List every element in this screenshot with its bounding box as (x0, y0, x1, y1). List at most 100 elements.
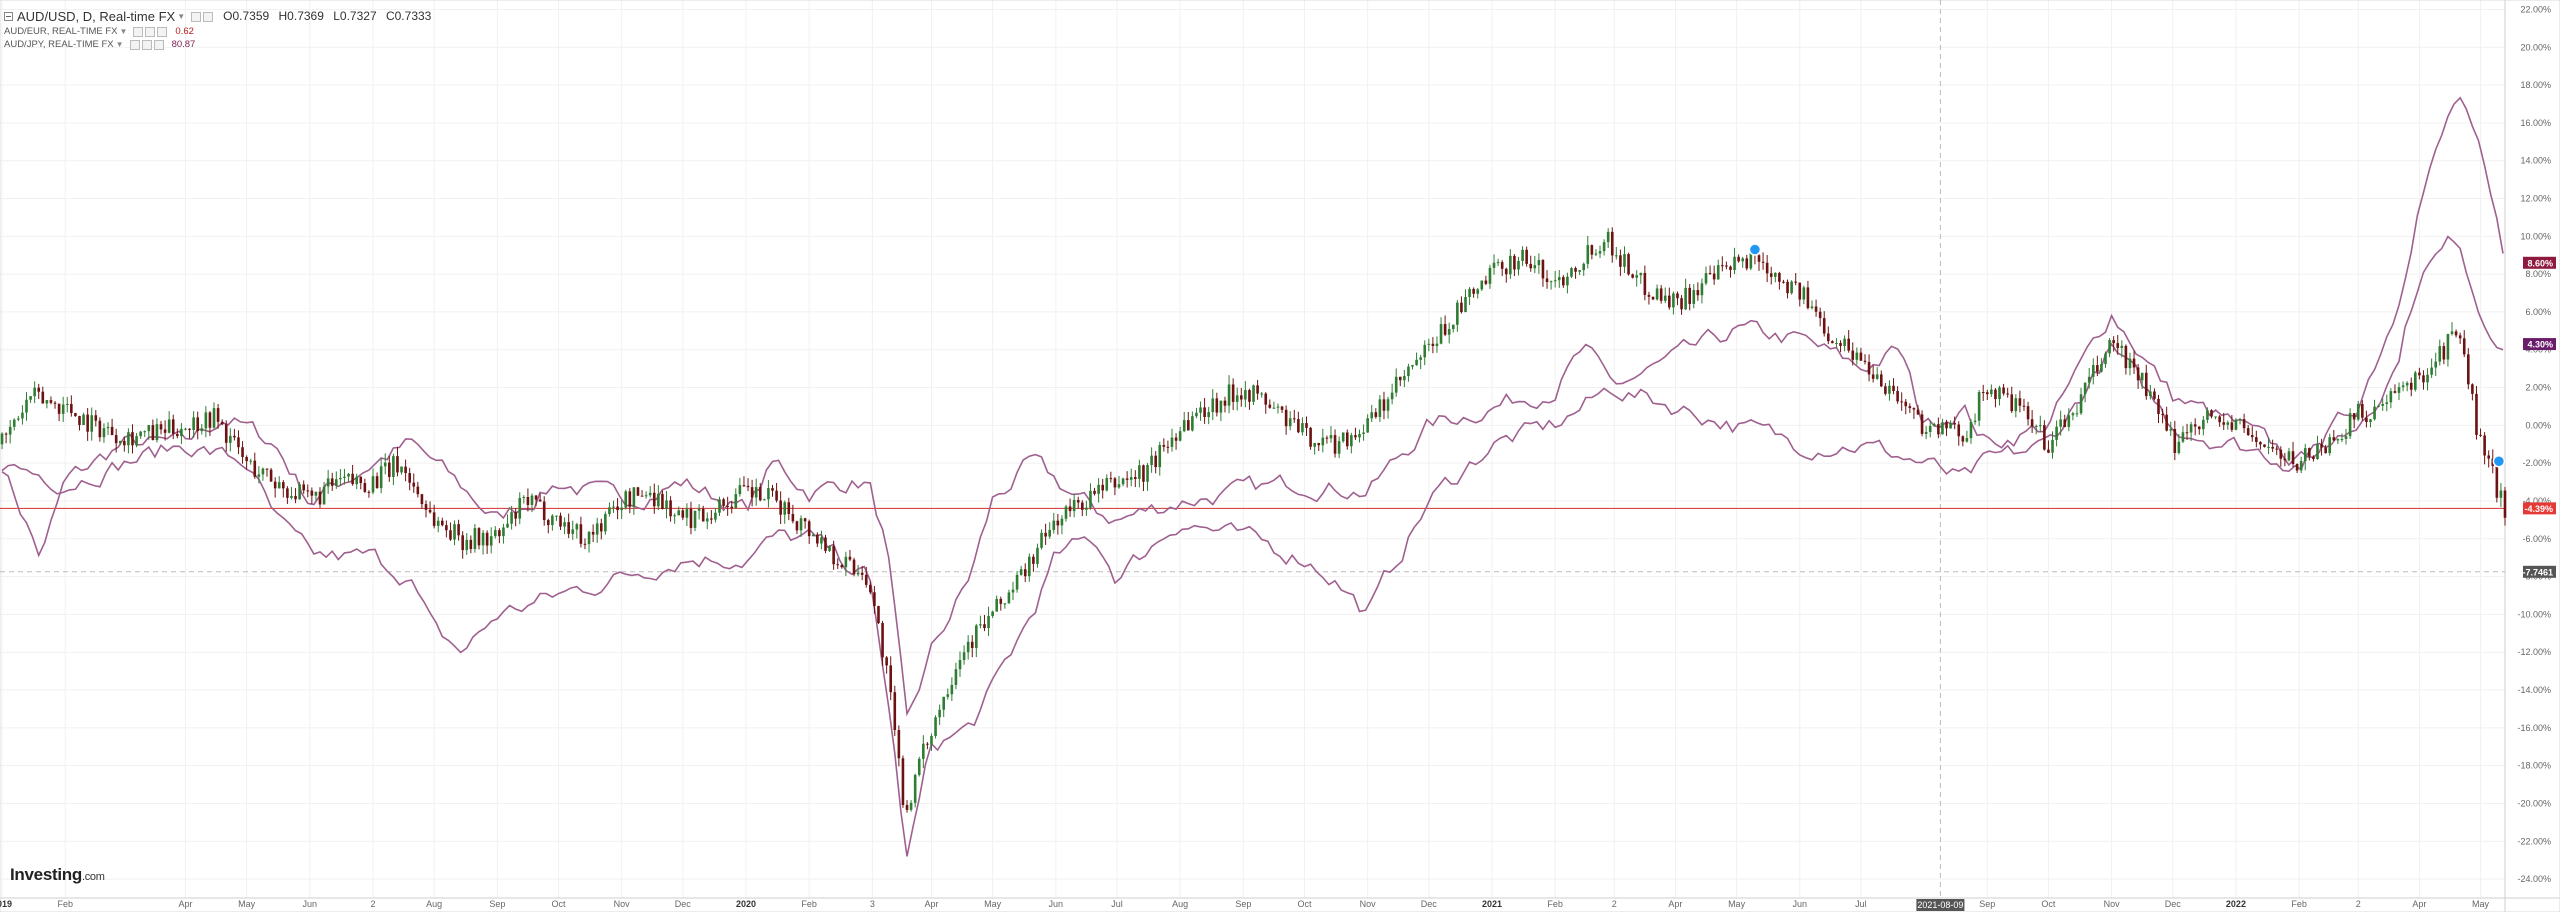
candle (1158, 445, 1162, 468)
legend-series-label[interactable]: AUD/JPY, REAL-TIME FX (4, 39, 114, 50)
x-tick-label: Jun (1049, 899, 1064, 909)
candle (2144, 372, 2148, 397)
candle (1345, 432, 1349, 447)
candle (1072, 499, 1076, 512)
candle (763, 499, 766, 501)
candle (298, 484, 301, 500)
x-tick-label: Dec (675, 899, 692, 909)
chevron-down-icon[interactable]: ▼ (115, 40, 124, 49)
candle (1855, 352, 1859, 360)
candle (1737, 256, 1740, 262)
candle (661, 493, 664, 510)
candle (1211, 398, 1215, 413)
candle (2157, 398, 2160, 415)
settings-icon[interactable] (145, 27, 156, 37)
price-label-bg (2523, 256, 2556, 269)
candle (2340, 438, 2344, 440)
candle (347, 473, 350, 477)
candle (901, 758, 905, 805)
candle (1888, 385, 1891, 394)
x-tick-label: Jul (1111, 899, 1123, 909)
candle (579, 524, 583, 544)
candle (1301, 423, 1304, 433)
x-tick-label: Feb (57, 899, 73, 909)
chevron-down-icon[interactable]: ▼ (119, 27, 128, 36)
candle (1443, 324, 1447, 335)
x-tick-label: Apr (178, 899, 192, 909)
candle (2108, 340, 2111, 354)
price-label-bg (2523, 565, 2556, 578)
candle (2450, 331, 2454, 334)
candle (1672, 293, 1675, 308)
candle (204, 412, 208, 429)
candle (2161, 414, 2164, 416)
chevron-down-icon[interactable]: ▼ (177, 12, 186, 21)
candle (905, 804, 909, 810)
candle (29, 396, 32, 400)
candle (1480, 280, 1484, 290)
candle (106, 426, 110, 429)
candle (212, 408, 216, 428)
candle (2083, 382, 2087, 395)
close-icon[interactable] (157, 27, 168, 37)
collapse-legend-icon[interactable] (4, 12, 13, 21)
candle (469, 539, 473, 550)
x-tick-label: Oct (1297, 899, 1312, 909)
price-label: 8.60% (2523, 256, 2556, 269)
eye-icon[interactable] (133, 27, 144, 37)
candle (1227, 384, 1231, 406)
y-tick-label: 22.00% (2520, 4, 2551, 14)
candle (1174, 437, 1178, 441)
candle (657, 493, 660, 507)
legend-main-symbol[interactable]: AUD/USD, D, Real-time FX (17, 9, 176, 24)
candle (2483, 435, 2486, 456)
candle (926, 743, 929, 745)
price-label-text: 4.30% (2527, 340, 2553, 350)
candle (542, 501, 546, 521)
eye-icon[interactable] (129, 40, 140, 50)
candle (742, 485, 746, 487)
candle (1774, 272, 1777, 277)
candle (1138, 465, 1141, 479)
candle (587, 531, 591, 545)
candle (754, 487, 758, 498)
candle (2271, 446, 2274, 449)
y-tick-label: 18.00% (2520, 80, 2551, 90)
close-icon[interactable] (153, 40, 164, 50)
candle (1827, 333, 1830, 342)
candle (322, 486, 326, 505)
y-tick-label: 2.00% (2525, 383, 2551, 393)
candle (2430, 367, 2433, 375)
candle (746, 485, 750, 488)
candle (1223, 400, 1227, 406)
legend-series-label[interactable]: AUD/EUR, REAL-TIME FX (4, 26, 118, 37)
candle (2365, 417, 2368, 423)
x-tick-label: 2019 (0, 899, 12, 909)
candle (2467, 354, 2470, 385)
candle (563, 522, 566, 527)
candle (1541, 260, 1545, 279)
candle (1843, 338, 1846, 346)
candle (1590, 245, 1594, 255)
candle (583, 543, 587, 545)
close-icon[interactable] (203, 11, 214, 22)
settings-icon[interactable] (141, 40, 152, 50)
candle (1916, 409, 1920, 415)
candle (750, 487, 754, 498)
candle (2389, 391, 2393, 403)
candle (408, 473, 411, 483)
y-tick-label: -10.00% (2517, 609, 2551, 619)
candle (1362, 432, 1365, 434)
candle (1574, 268, 1577, 272)
candle (2214, 416, 2217, 418)
settings-icon[interactable] (191, 11, 202, 22)
candle (897, 729, 901, 759)
candle (1235, 395, 1239, 402)
candle (1390, 392, 1394, 400)
investing-logo: Investing.com (10, 865, 105, 885)
candle (701, 508, 705, 522)
candle (942, 696, 946, 710)
y-tick-label: -12.00% (2517, 647, 2551, 657)
